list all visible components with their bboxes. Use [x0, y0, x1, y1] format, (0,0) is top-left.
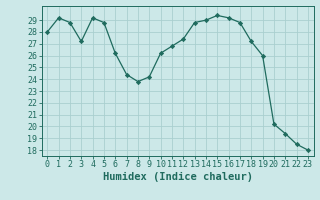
X-axis label: Humidex (Indice chaleur): Humidex (Indice chaleur) [103, 172, 252, 182]
